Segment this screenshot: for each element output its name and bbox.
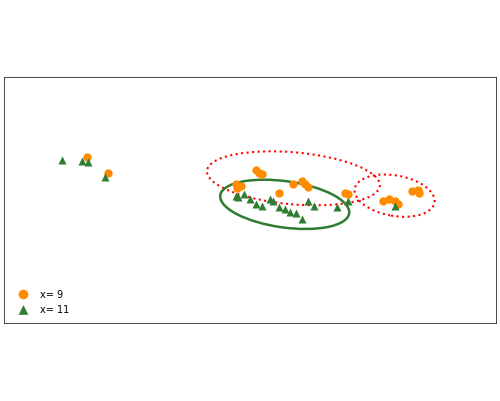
Legend: x= 9, x= 11: x= 9, x= 11 <box>9 286 74 318</box>
